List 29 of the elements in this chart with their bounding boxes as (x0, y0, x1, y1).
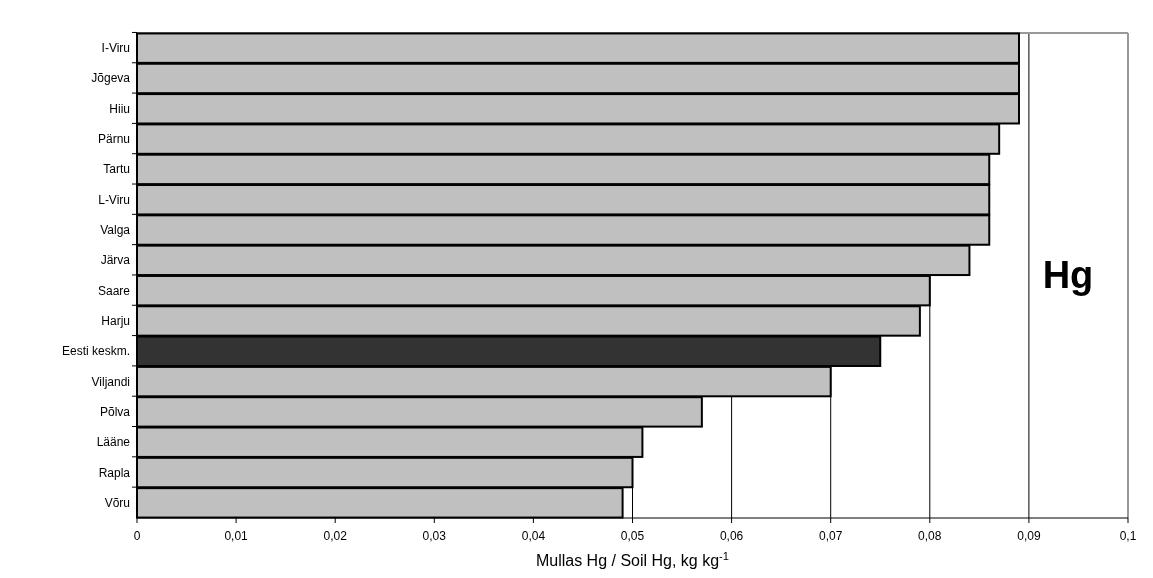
x-tick-label: 0,01 (224, 529, 249, 543)
y-tick-label: Saare (97, 283, 131, 298)
y-tick-label: Tartu (103, 162, 130, 177)
x-tick-label: 0,1 (1119, 529, 1137, 543)
y-tick-label: Eesti keskm. (61, 344, 130, 359)
y-tick-label: Hiiu (109, 101, 130, 116)
x-axis-title: Mullas Hg / Soil Hg, kg kg$^{-1}$ (535, 550, 730, 569)
x-tick-label: 0 (133, 529, 141, 543)
y-tick-label: I-Viru (101, 41, 130, 56)
annotation: Hg (1042, 254, 1094, 296)
x-tick-label: 0,08 (918, 529, 942, 543)
x-tick-label: 0,02 (323, 529, 348, 543)
y-tick-label: Pärnu (97, 132, 130, 147)
x-tick-label: 0,07 (819, 529, 843, 543)
y-tick-label: Järva (100, 253, 131, 268)
x-tick-label: 0,09 (1017, 529, 1041, 543)
y-tick-label: Valga (100, 223, 131, 238)
y-tick-label: Põlva (99, 404, 131, 419)
y-tick-label: Harju (101, 313, 130, 328)
y-tick-label: Võru (104, 495, 130, 510)
y-tick-label: Lääne (96, 435, 131, 450)
y-tick-label: Jõgeva (91, 71, 131, 86)
x-tick-label: 0,04 (521, 529, 546, 543)
x-tick-label: 0,03 (422, 529, 447, 543)
x-tick-label: 0,05 (620, 529, 645, 543)
x-tick-label: 0,06 (719, 529, 744, 543)
y-tick-label: Viljandi (91, 374, 130, 389)
y-tick-label: Rapla (98, 465, 131, 480)
y-tick-label: L-Viru (98, 192, 130, 207)
